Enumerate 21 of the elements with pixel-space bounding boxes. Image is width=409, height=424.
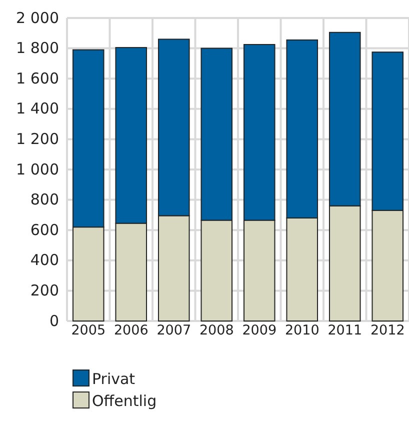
y-tick-label: 1 400 — [16, 100, 59, 118]
y-tick-label: 2 000 — [16, 8, 59, 27]
y-tick-label: 1 200 — [16, 130, 59, 148]
legend-label: Privat — [92, 370, 136, 388]
x-tick-label: 2006 — [114, 322, 148, 339]
y-tick-label: 600 — [30, 220, 59, 239]
y-tick-label: 1 600 — [16, 69, 59, 88]
legend-label: Offentlig — [92, 392, 157, 410]
y-tick-label: 1 000 — [16, 160, 59, 178]
y-tick-label: 200 — [30, 282, 59, 300]
x-tick-label: 2005 — [71, 322, 106, 339]
x-tick-label: 2007 — [156, 322, 192, 339]
y-tick-label: 0 — [49, 312, 59, 330]
x-tick-label: 2011 — [328, 322, 362, 339]
x-tick-label: 2009 — [242, 322, 277, 339]
y-tick-label: 800 — [30, 190, 59, 209]
x-tick-label: 2010 — [284, 322, 320, 339]
x-tick-label: 2008 — [199, 322, 234, 339]
x-tick-label: 2012 — [370, 322, 405, 339]
y-tick-label: 400 — [30, 251, 59, 270]
y-tick-label: 1 800 — [16, 39, 59, 58]
